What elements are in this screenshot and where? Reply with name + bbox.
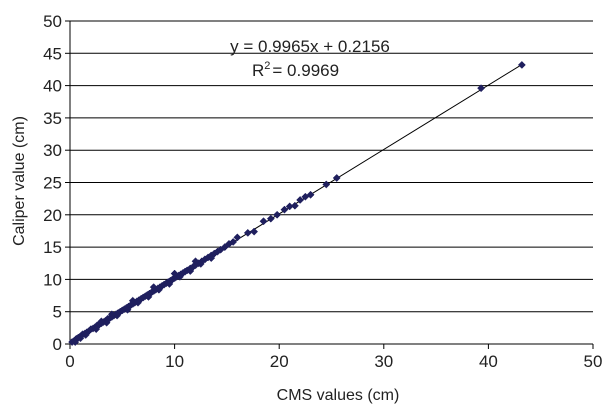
y-tick-label-50: 50	[43, 12, 62, 31]
data-point	[259, 217, 268, 226]
y-tick-labels: 0 5 10 15 20 25 30 35 40 45 50	[43, 12, 62, 354]
x-tick-label-20: 20	[270, 352, 289, 371]
data-point	[290, 201, 299, 210]
data-point	[175, 272, 184, 281]
x-tick-labels: 0 10 20 30 40 50	[65, 352, 602, 371]
y-tick-label-25: 25	[43, 174, 62, 193]
data-point	[517, 60, 526, 69]
data-point	[296, 195, 305, 204]
data-point	[92, 325, 101, 334]
data-point	[243, 228, 252, 237]
data-point	[306, 190, 315, 199]
data-point	[123, 305, 132, 314]
data-points	[68, 60, 526, 347]
y-tick-label-5: 5	[53, 303, 62, 322]
y-axis-title: Caliper value (cm)	[11, 116, 28, 246]
y-tick-label-30: 30	[43, 141, 62, 160]
data-point	[170, 269, 179, 278]
r-squared-exponent: 2	[264, 60, 270, 72]
r-squared-label: R2 = 0.9969	[252, 60, 339, 80]
r-squared-prefix: R	[252, 61, 264, 80]
axes	[65, 20, 594, 349]
data-point	[322, 180, 331, 189]
data-point	[81, 331, 90, 339]
data-point	[229, 237, 238, 246]
y-tick-label-0: 0	[53, 335, 62, 354]
data-point	[144, 292, 153, 301]
y-tick-label-35: 35	[43, 109, 62, 128]
data-point	[191, 257, 200, 266]
data-point	[477, 84, 486, 93]
data-point	[128, 296, 137, 305]
data-point	[149, 283, 158, 292]
data-point	[273, 210, 282, 219]
x-axis-title: CMS values (cm)	[277, 387, 400, 404]
y-tick-label-10: 10	[43, 270, 62, 289]
x-tick-label-50: 50	[584, 352, 603, 371]
y-tick-label-40: 40	[43, 77, 62, 96]
x-tick-label-0: 0	[65, 352, 74, 371]
data-point	[165, 279, 174, 288]
trendline-equation: y = 0.9965x + 0.2156	[230, 37, 390, 56]
x-tick-label-30: 30	[374, 352, 393, 371]
x-tick-label-10: 10	[165, 352, 184, 371]
data-point	[107, 310, 116, 319]
data-point	[76, 334, 85, 343]
data-point	[154, 285, 163, 294]
y-tick-label-15: 15	[43, 238, 62, 257]
data-point	[207, 254, 216, 263]
data-point	[97, 317, 106, 326]
data-point	[250, 227, 259, 236]
r-squared-value: = 0.9969	[272, 61, 339, 80]
x-tick-label-40: 40	[479, 352, 498, 371]
data-point	[233, 233, 242, 242]
data-point	[196, 259, 205, 268]
y-tick-label-45: 45	[43, 44, 62, 63]
data-point	[332, 174, 341, 182]
data-point	[186, 267, 195, 275]
y-tick-label-20: 20	[43, 206, 62, 225]
data-point	[71, 338, 80, 347]
data-point	[280, 205, 289, 214]
horizontal-gridlines	[70, 20, 593, 313]
data-point	[266, 214, 275, 223]
